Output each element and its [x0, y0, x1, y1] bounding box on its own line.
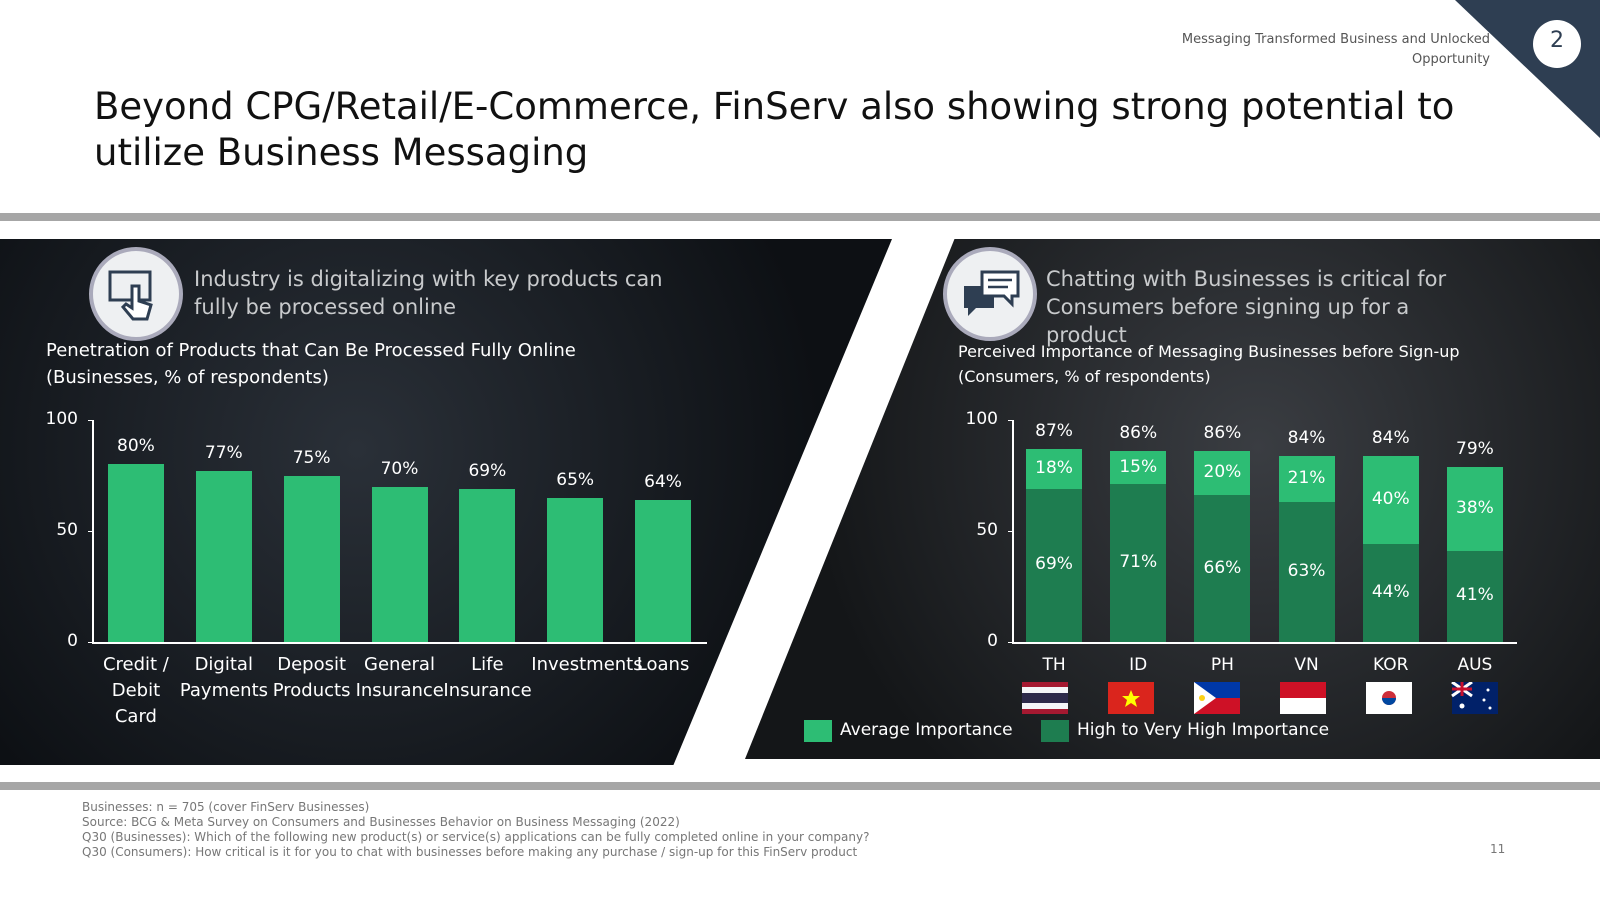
y-tick-label: 50 [56, 520, 78, 540]
bar [371, 486, 428, 642]
value-label: 64% [644, 471, 682, 492]
x-tick-label: General Insurance [355, 654, 444, 701]
divider [0, 213, 1600, 221]
footer-notes: Businesses: n = 705 (cover FinServ Busin… [82, 800, 1082, 860]
x-tick-label: AUS [1457, 655, 1493, 675]
bar-segment [1026, 448, 1083, 489]
x-tick-label: TH [1042, 655, 1066, 675]
page-number: 11 [1490, 842, 1506, 856]
tick-mark [88, 531, 92, 532]
legend-swatch [1041, 720, 1069, 742]
value-label: 15% [1119, 456, 1158, 477]
chart-title: Penetration of Products that Can Be Proc… [46, 340, 576, 361]
total-label: 79% [1456, 438, 1494, 459]
x-tick-label: KOR [1373, 655, 1409, 675]
value-label: 21% [1287, 467, 1326, 488]
tick-mark [88, 420, 92, 421]
bar [283, 475, 340, 642]
total-label: 86% [1203, 423, 1242, 444]
value-label: 38% [1456, 497, 1494, 518]
divider [0, 782, 1600, 790]
tick-mark [1008, 531, 1012, 532]
x-axis [1012, 642, 1517, 644]
value-label: 75% [292, 447, 331, 468]
tick-mark [1008, 420, 1012, 421]
page-badge: 2 [1550, 28, 1564, 53]
chart-subtitle: (Consumers, % of respondents) [958, 367, 1211, 386]
bar-segment [1194, 495, 1251, 642]
y-tick-label: 0 [987, 631, 998, 651]
x-tick-label: Life Insurance [443, 654, 532, 701]
bar [547, 497, 604, 642]
x-axis [92, 642, 707, 644]
bar-segment [1110, 484, 1167, 642]
corner-decoration [1455, 0, 1600, 138]
footer-note: Q30 (Consumers): How critical is it for … [82, 845, 858, 859]
y-axis [1012, 420, 1014, 642]
legend-swatch [804, 720, 832, 742]
value-label: 69% [1035, 554, 1073, 575]
chart-subtitle: (Businesses, % of respondents) [46, 367, 329, 388]
y-tick-label: 100 [965, 409, 998, 429]
value-label: 44% [1371, 582, 1410, 603]
bar-segment [1362, 455, 1419, 545]
bar-segment [1026, 488, 1083, 642]
value-label: 40% [1371, 488, 1410, 509]
value-label: 65% [556, 469, 595, 490]
y-tick-label: 100 [45, 409, 78, 429]
panel-heading: Chatting with Businesses is critical for… [1046, 267, 1447, 347]
value-label: 80% [117, 436, 155, 457]
value-label: 63% [1287, 561, 1326, 582]
value-label: 77% [204, 443, 243, 464]
value-label: 70% [380, 458, 419, 479]
legend-label: High to Very High Importance [1077, 720, 1330, 740]
bar-segment [1362, 544, 1419, 642]
panel-heading: Industry is digitalizing with key produc… [194, 267, 663, 319]
touch-icon [89, 247, 183, 341]
y-tick-label: 0 [67, 631, 78, 651]
value-label: 71% [1119, 552, 1158, 573]
y-axis [92, 420, 94, 642]
x-tick-label: Investments [531, 654, 643, 675]
x-tick-label: Digital Payments [179, 654, 269, 701]
bar-segment [1194, 451, 1251, 496]
bar [635, 499, 692, 642]
y-tick-label: 50 [976, 520, 998, 540]
bar-segment [1278, 455, 1335, 503]
total-label: 86% [1119, 423, 1158, 444]
bar-segment [1446, 466, 1503, 551]
footer-note: Businesses: n = 705 (cover FinServ Busin… [82, 800, 370, 814]
value-label: 66% [1203, 557, 1242, 578]
bar-segment [1278, 502, 1335, 642]
x-tick-label: VN [1294, 655, 1319, 675]
total-label: 84% [1371, 427, 1410, 448]
legend-label: Average Importance [840, 720, 1013, 740]
x-tick-label: Credit / Debit Card [102, 654, 169, 727]
tick-mark [88, 642, 92, 643]
bar [195, 471, 252, 642]
footer-note: Q30 (Businesses): Which of the following… [82, 830, 870, 844]
value-label: 41% [1456, 585, 1494, 606]
footer-note: Source: BCG & Meta Survey on Consumers a… [82, 815, 680, 829]
flags [1022, 682, 1498, 714]
chart-title: Perceived Importance of Messaging Busine… [958, 342, 1460, 361]
total-label: 87% [1035, 420, 1073, 441]
x-tick-label: Loans [636, 654, 690, 675]
value-label: 69% [468, 460, 507, 481]
section-label: Messaging Transformed Business and Unloc… [1181, 32, 1490, 67]
slide-title: Beyond CPG/Retail/E-Commerce, FinServ al… [94, 85, 1455, 174]
bar-segment [1110, 451, 1167, 485]
value-label: 18% [1035, 457, 1073, 478]
bar-segment [1446, 550, 1503, 642]
bar [107, 464, 164, 642]
bar [459, 488, 516, 642]
x-tick-label: ID [1129, 655, 1148, 675]
value-label: 20% [1203, 462, 1242, 483]
x-tick-label: PH [1210, 655, 1234, 675]
total-label: 84% [1287, 427, 1326, 448]
x-tick-label: Deposit Products [272, 654, 351, 701]
tick-mark [1008, 642, 1012, 643]
chat-icon [943, 247, 1037, 341]
